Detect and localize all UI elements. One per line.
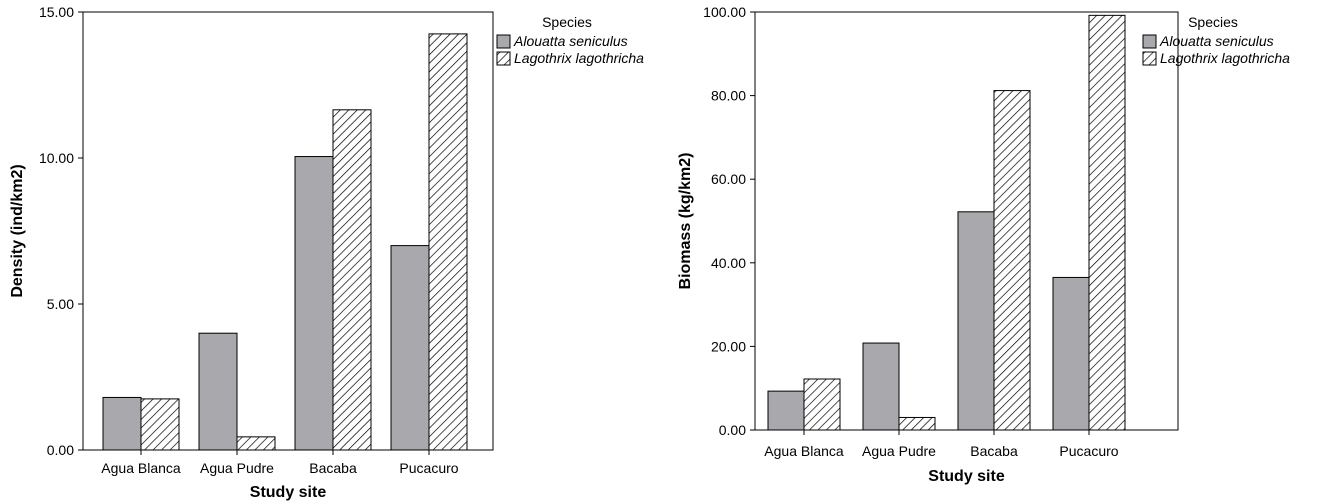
biomass-bar-alouatta-3 [957,211,995,431]
biomass-legend-swatch-lagothrix [1142,51,1157,66]
biomass-bar-alouatta-1 [767,390,805,431]
density-legend-title: Species [542,14,592,30]
biomass-ytick-label: 80.00 [711,88,746,104]
biomass-legend-title: Species [1188,14,1238,30]
density-legend-swatch-lagothrix [496,51,511,66]
biomass-category-label: Agua Blanca [764,443,844,459]
density-bar-lagothrix-3 [332,109,372,451]
density-bar-lagothrix-2 [236,436,276,451]
density-ytick-label: 5.00 [47,296,74,312]
biomass-category-label: Agua Pudre [862,443,936,459]
density-legend-label-alouatta: Alouatta seniculus [513,33,628,49]
density-ytick-label: 15.00 [39,4,74,20]
density-category-label: Agua Blanca [101,460,181,476]
biomass-ytick-label: 20.00 [711,338,746,354]
density-y-axis-title: Density (ind/km2) [9,164,26,297]
biomass-bar-alouatta-2 [862,342,900,431]
biomass-bar-lagothrix-3 [993,90,1031,431]
biomass-bar-alouatta-4 [1052,276,1090,431]
biomass-x-axis-title: Study site [928,468,1005,485]
density-legend-swatch-alouatta [496,34,511,49]
density-bar-lagothrix-1 [140,398,180,451]
density-plot-frame [82,11,494,451]
biomass-ytick-label: 60.00 [711,171,746,187]
density-bar-alouatta-2 [198,332,238,451]
biomass-bar-lagothrix-2 [898,416,936,431]
density-bar-lagothrix-4 [428,33,468,451]
biomass-bar-lagothrix-4 [1088,14,1126,431]
biomass-bar-lagothrix-1 [803,378,841,431]
density-bar-alouatta-1 [102,396,142,451]
biomass-legend-swatch-alouatta [1142,34,1157,49]
density-bar-alouatta-4 [390,245,430,451]
biomass-ytick-label: 40.00 [711,255,746,271]
biomass-y-axis-title: Biomass (kg/km2) [677,153,694,290]
density-ytick-label: 10.00 [39,150,74,166]
density-x-axis-title: Study site [250,484,327,501]
biomass-category-label: Bacaba [970,443,1018,459]
biomass-ytick-label: 100.00 [703,4,746,20]
biomass-legend-label-lagothrix: Lagothrix lagothricha [1160,50,1290,66]
density-category-label: Agua Pudre [200,460,274,476]
biomass-category-label: Pucacuro [1059,443,1118,459]
density-category-label: Pucacuro [399,460,458,476]
biomass-chart: 0.00 20.00 40.00 60.00 80.00 100.00 Agua Blanc… [677,4,1290,485]
density-ytick-label: 0.00 [47,442,74,458]
density-legend-label-lagothrix: Lagothrix lagothricha [514,50,644,66]
density-chart: 0.00 5.00 10.00 15.00 Agua Blanca Agua Pudre B… [9,4,644,501]
density-bar-alouatta-3 [294,156,334,451]
biomass-legend-label-alouatta: Alouatta seniculus [1159,33,1274,49]
biomass-ytick-label: 0.00 [719,422,746,438]
density-category-label: Bacaba [309,460,357,476]
